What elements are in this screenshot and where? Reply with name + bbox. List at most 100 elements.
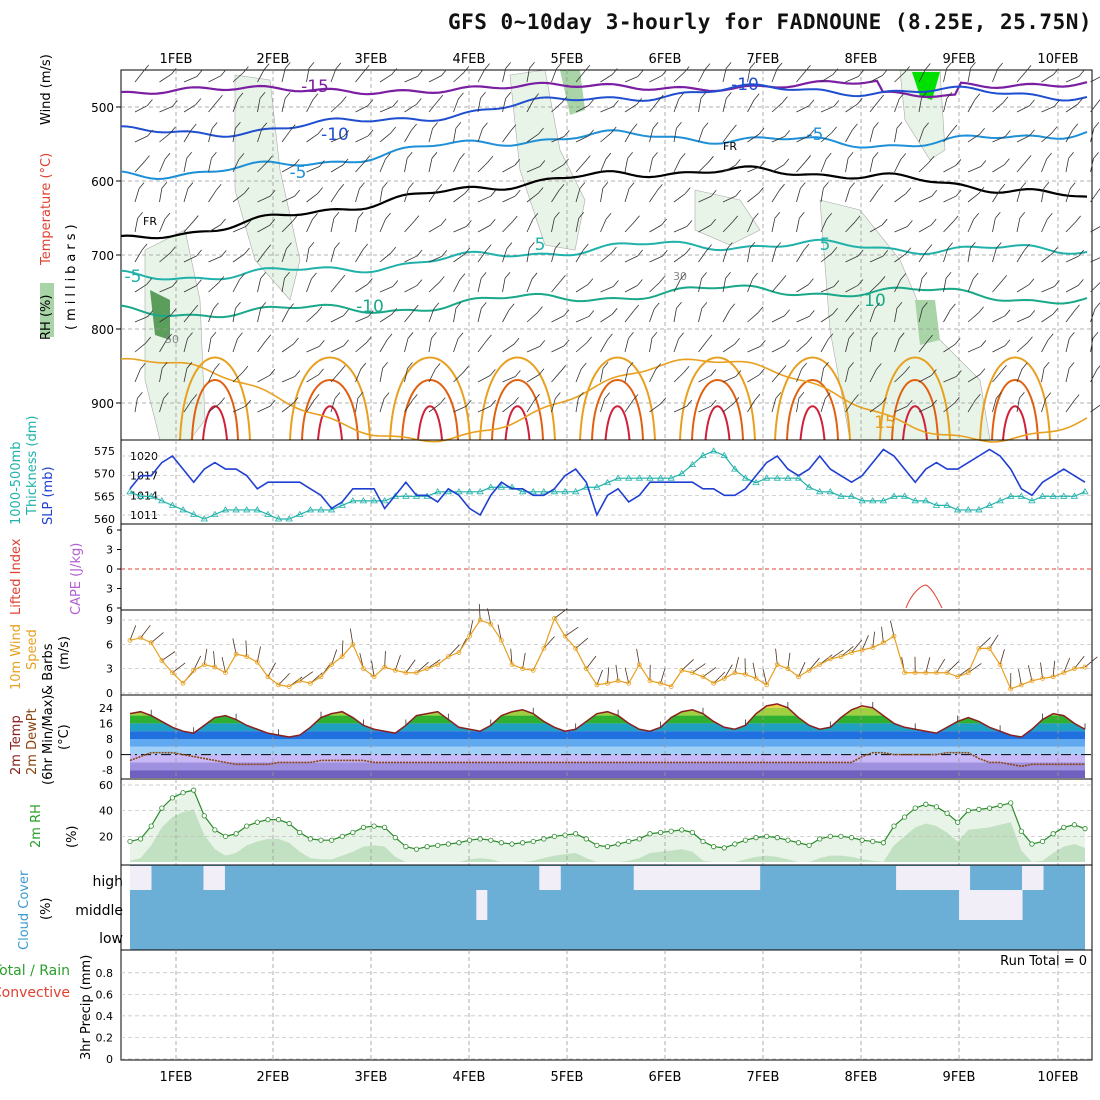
wind-barb [992,218,996,233]
wind-barb-flag [364,155,371,162]
temp-label-4: (°C) [57,724,72,750]
contour-20 [891,379,939,441]
thickness-point [200,515,208,522]
wind-barb [281,376,296,383]
wind-barb-flag [137,391,143,399]
cloud-cell-clear [980,890,992,920]
wind-barb [575,70,586,83]
wind-barb-flag [980,340,987,347]
wind-barb [183,338,188,353]
wind-barb [232,72,244,83]
wind-barb-flag [195,98,202,105]
wind-barb-flag [1052,247,1058,254]
wind10-barb [405,659,416,673]
wind-barb [845,285,859,293]
upper-temp-label: Temperature (°C) [39,153,54,266]
wind-barb [649,255,663,263]
wind-barb-flag [146,278,153,285]
wind-barb-flag [1029,99,1035,107]
cloud-cell-clear [654,866,666,890]
wind10-point [658,680,663,686]
wind-barb [624,158,629,173]
wind-barb [232,279,240,293]
wind-barb [404,221,415,233]
wind-barb-flag [211,122,218,129]
wind-barb [526,193,539,203]
wind-barb [869,255,883,263]
wind-barb-flag [661,250,668,257]
wind-barb [1016,249,1025,263]
wind-barb [134,316,149,323]
wind-barb [698,340,708,353]
thickness-point [731,465,739,472]
wind-barb-flag [872,331,878,339]
thickness-point [1028,497,1036,504]
rh2m-point [721,845,727,851]
wind-barb [894,193,907,203]
wind-barb-flag [848,332,855,339]
wind-barb-flag [1094,302,1100,310]
wind10-point [339,654,345,659]
wind-barb-flag [1004,309,1011,317]
wind-barb-flag [704,63,711,70]
wind-barb [183,221,194,233]
wind-barb [845,103,858,113]
wind-barb [257,69,265,83]
wind-barb-flag [455,301,462,309]
thickness-point [274,515,283,522]
wind-barb [1090,308,1096,323]
wind-barb [943,309,951,323]
wind-barb-flag [558,183,565,191]
precip-tick: 0.4 [96,1010,114,1023]
wind-barb [575,284,589,293]
wind-barb [379,218,386,233]
rh2m-point [817,836,823,842]
wind-barb-flag [308,241,315,249]
wind-barb [673,279,681,293]
wind-barb [845,158,849,173]
cloud-cell-clear [140,866,152,890]
wind10-point [806,667,812,673]
wind-barb [379,132,392,143]
wind-barb [869,75,883,83]
wind-barb-flag [611,308,618,315]
wind-barb [673,371,685,383]
wind-barb [698,405,712,413]
wind-barb-flag [708,155,714,163]
wind-barb-flag [437,94,444,102]
wind-barb-flag [1025,155,1032,162]
wind-barb-flag [725,271,731,279]
wind-barb [673,128,677,143]
rh2m-point [997,802,1003,809]
thickness-tick: 560 [94,513,115,526]
wind-barb [918,405,932,413]
wind10-point [573,645,579,651]
date-tick-top: 7FEB [747,52,780,67]
wind10-point [987,645,992,651]
rh2m-point [541,836,547,842]
wind-barb [281,130,291,143]
wind-barb [624,129,633,143]
cloud-cell-clear [749,866,761,890]
wind-barb-flag [196,70,203,77]
rh2m-point [435,842,441,848]
wind10-point [318,674,324,680]
contour-15 [389,356,471,441]
wind-barb [1065,103,1078,113]
rh-shade-mid [560,70,585,115]
wind10-point [138,635,144,641]
wind-barb-flag [563,158,569,166]
wind-barb-flag [881,397,887,405]
wind10-speed-line [129,616,1086,690]
wind-barb-flag [882,250,889,257]
wind-barb-flag [652,152,658,159]
rh2m-point [530,838,536,845]
wind10-label-1: 10m Wind [9,624,24,690]
rh2m-point [912,805,918,811]
rh2m-point [573,831,579,837]
wind-barb-flag [214,363,220,370]
temp-tick: 8 [106,733,113,746]
wind-barb-flag [489,218,496,226]
wind-barb [551,68,557,83]
thickness-point [338,501,346,508]
